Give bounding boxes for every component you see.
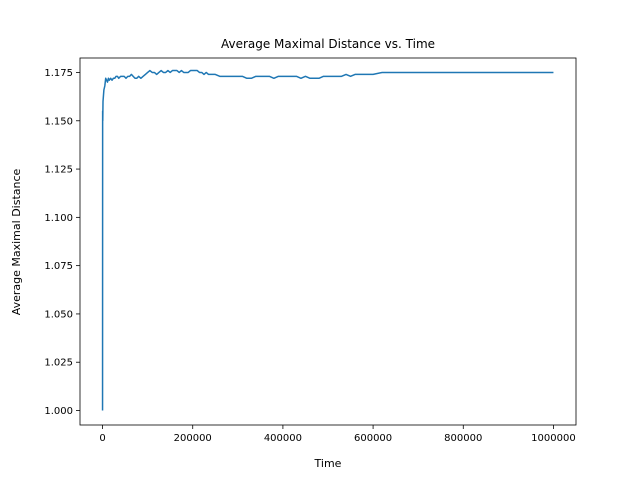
y-tick-label: 1.150 <box>44 116 73 127</box>
x-axis-title: Time <box>314 457 342 470</box>
y-tick-label: 1.075 <box>44 261 73 272</box>
series-layer <box>101 69 554 411</box>
x-tick-label: 400000 <box>264 433 302 444</box>
chart-title: Average Maximal Distance vs. Time <box>221 37 435 51</box>
plot-frame <box>79 57 577 426</box>
y-tick-label: 1.175 <box>44 68 73 79</box>
x-axis-ticks: 0 200000 400000 600000 800000 1000000 <box>99 425 576 444</box>
y-axis-ticks: 1.000 1.025 1.050 1.075 1.100 1.125 1.150 1.175 <box>44 68 80 417</box>
x-tick-label: 800000 <box>444 433 482 444</box>
y-tick-label: 1.025 <box>44 358 73 369</box>
y-tick-label: 1.000 <box>44 406 73 417</box>
x-tick-label: 200000 <box>174 433 212 444</box>
y-tick-label: 1.125 <box>44 165 73 176</box>
y-tick-label: 1.100 <box>44 213 73 224</box>
y-axis-title: Average Maximal Distance <box>10 168 23 315</box>
series-line-0 <box>101 69 554 411</box>
y-tick-label: 1.050 <box>44 309 73 320</box>
plot-area <box>79 57 577 426</box>
x-tick-label: 600000 <box>354 433 392 444</box>
x-tick-label: 1000000 <box>531 433 576 444</box>
x-tick-label: 0 <box>99 433 105 444</box>
